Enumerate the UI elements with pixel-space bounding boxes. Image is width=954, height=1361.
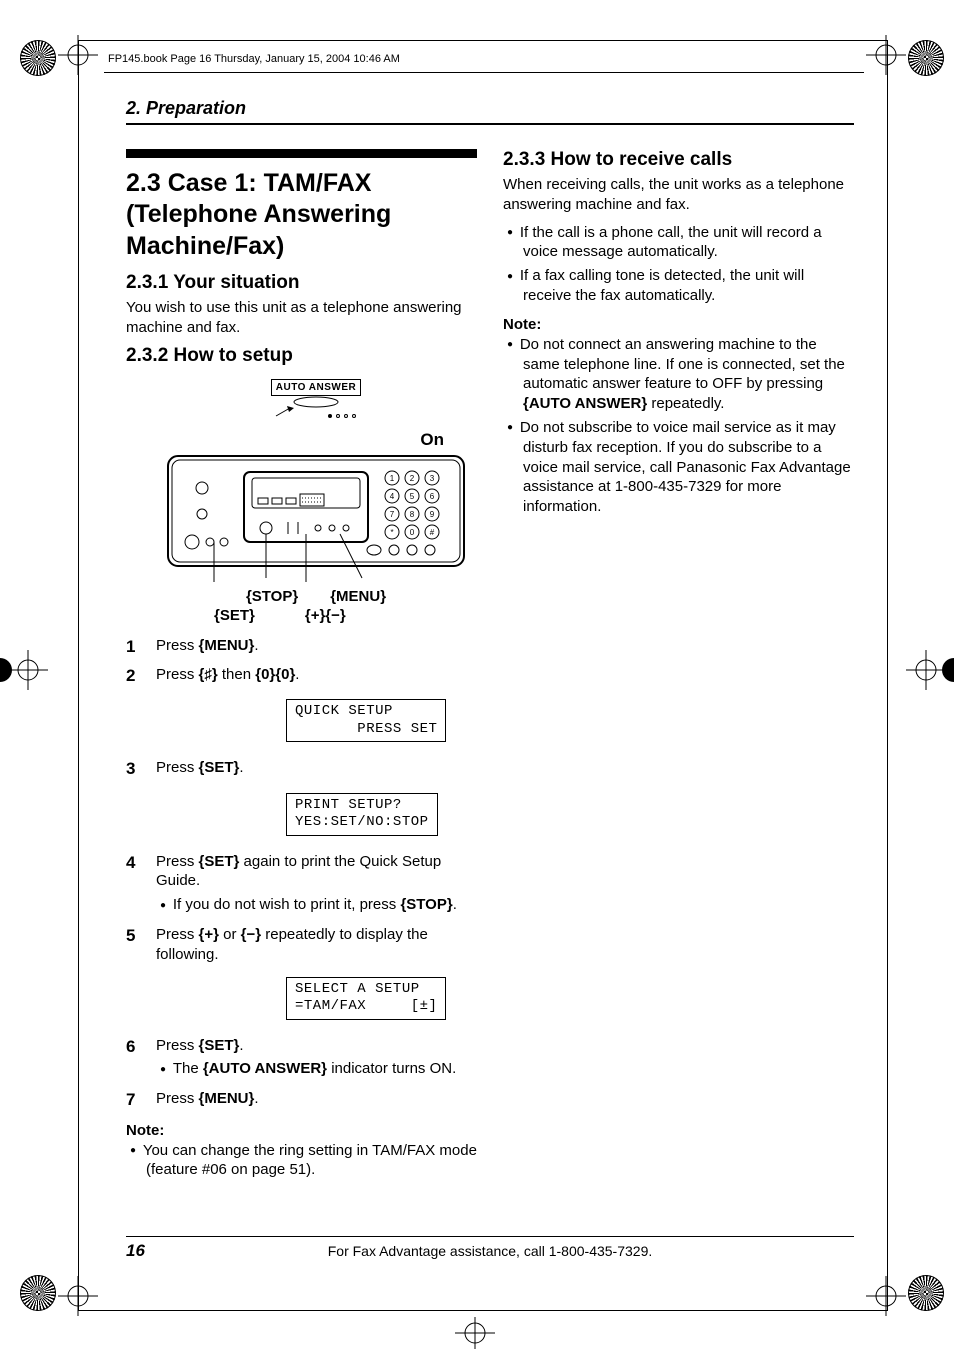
auto-answer-label: AUTO ANSWER [271, 379, 362, 396]
svg-text:0: 0 [410, 528, 415, 537]
device-diagram: AUTO ANSWER On [166, 377, 466, 624]
bullet-item: If the call is a phone call, the unit wi… [523, 223, 854, 263]
footer-text: For Fax Advantage assistance, call 1-800… [276, 1243, 704, 1259]
page-footer: 16 For Fax Advantage assistance, call 1-… [126, 1236, 854, 1261]
step-list: 1Press {MENU}. 2Press {♯} then {0}{0}. [126, 636, 477, 687]
step-text: Press {SET}. [156, 1037, 244, 1054]
subsection-heading: 2.3.1 Your situation [126, 272, 477, 294]
bullet-item: If a fax calling tone is detected, the u… [523, 266, 854, 306]
note-item: Do not subscribe to voice mail service a… [523, 418, 854, 517]
reg-mark [866, 35, 906, 75]
lcd-display: PRINT SETUP?YES:SET/NO:STOP [286, 793, 438, 836]
svg-text:#: # [430, 528, 435, 537]
svg-text:4: 4 [390, 492, 395, 501]
halftone-mark [908, 1275, 944, 1311]
running-header: FP145.book Page 16 Thursday, January 15,… [104, 53, 404, 65]
step-4: 4 Press {SET} again to print the Quick S… [126, 852, 477, 919]
reg-mark [445, 1317, 505, 1357]
svg-text:2: 2 [410, 474, 415, 483]
lcd-display: SELECT A SETUP=TAM/FAX [±] [286, 977, 446, 1020]
manual-page: FP145.book Page 16 Thursday, January 15,… [0, 0, 954, 1351]
diagram-button-row-1: {STOP} {MENU} [166, 588, 466, 605]
accent-bar [126, 149, 477, 158]
step-3: 3Press {SET}. [126, 758, 477, 780]
step-7: 7Press {MENU}. [126, 1089, 477, 1111]
halftone-mark [20, 1275, 56, 1311]
halftone-mark [20, 40, 56, 76]
page-number: 16 [126, 1241, 276, 1261]
reg-mark [58, 35, 98, 75]
plus-minus-label: {+}{−} [305, 607, 346, 624]
body-text: You wish to use this unit as a telephone… [126, 298, 477, 338]
bullet-list: If the call is a phone call, the unit wi… [503, 223, 854, 306]
reg-mark [0, 650, 48, 690]
svg-text:1: 1 [390, 474, 395, 483]
step-5: 5Press {+} or {−} repeatedly to display … [126, 925, 477, 965]
sub-bullets: If you do not wish to print it, press {S… [156, 895, 477, 915]
step-2: 2Press {♯} then {0}{0}. [126, 665, 477, 687]
svg-text:3: 3 [430, 474, 435, 483]
step-6: 6 Press {SET}. The {AUTO ANSWER} indicat… [126, 1036, 477, 1084]
body-text: When receiving calls, the unit works as … [503, 175, 854, 215]
subsection-heading: 2.3.2 How to setup [126, 345, 477, 367]
sub-bullet-item: The {AUTO ANSWER} indicator turns ON. [176, 1059, 477, 1079]
reg-mark [58, 1276, 98, 1316]
halftone-mark [908, 40, 944, 76]
fax-device-icon: 1 2 3 4 5 6 7 8 9 * 0 # [166, 454, 466, 584]
note-item: Do not connect an answering machine to t… [523, 335, 854, 414]
step-list: 3Press {SET}. [126, 758, 477, 780]
svg-text:8: 8 [410, 510, 415, 519]
on-label: On [166, 430, 444, 450]
svg-text:6: 6 [430, 492, 435, 501]
reg-mark [866, 1276, 906, 1316]
left-column: 2.3 Case 1: TAM/FAX (Telephone Answering… [126, 149, 477, 1271]
two-columns: 2.3 Case 1: TAM/FAX (Telephone Answering… [126, 149, 854, 1271]
menu-button-label: {MENU} [330, 588, 386, 605]
right-column: 2.3.3 How to receive calls When receivin… [503, 149, 854, 1271]
svg-text:*: * [390, 528, 393, 537]
step-list: 4 Press {SET} again to print the Quick S… [126, 852, 477, 965]
sub-bullet-item: If you do not wish to print it, press {S… [176, 895, 477, 915]
note-label: Note: [126, 1122, 477, 1139]
chapter-heading: 2. Preparation [126, 98, 854, 125]
indicator-icon [256, 396, 376, 422]
lcd-display: QUICK SETUP PRESS SET [286, 699, 446, 742]
step-list: 6 Press {SET}. The {AUTO ANSWER} indicat… [126, 1036, 477, 1112]
svg-text:5: 5 [410, 492, 415, 501]
header-rule [104, 72, 864, 73]
content-area: 2. Preparation 2.3 Case 1: TAM/FAX (Tele… [126, 98, 854, 1271]
note-list: You can change the ring setting in TAM/F… [126, 1141, 477, 1181]
note-item: You can change the ring setting in TAM/F… [146, 1141, 477, 1181]
svg-text:9: 9 [430, 510, 435, 519]
set-button-label: {SET} [214, 607, 255, 624]
svg-text:7: 7 [390, 510, 395, 519]
note-list: Do not connect an answering machine to t… [503, 335, 854, 517]
sub-bullets: The {AUTO ANSWER} indicator turns ON. [156, 1059, 477, 1079]
note-label: Note: [503, 316, 854, 333]
stop-button-label: {STOP} [246, 588, 298, 605]
diagram-button-row-2: {SET} {+}{−} [214, 607, 466, 624]
step-text: Press {SET} again to print the Quick Set… [156, 853, 441, 890]
section-title: 2.3 Case 1: TAM/FAX (Telephone Answering… [126, 168, 477, 262]
step-1: 1Press {MENU}. [126, 636, 477, 658]
reg-mark [906, 650, 954, 690]
subsection-heading: 2.3.3 How to receive calls [503, 149, 854, 171]
